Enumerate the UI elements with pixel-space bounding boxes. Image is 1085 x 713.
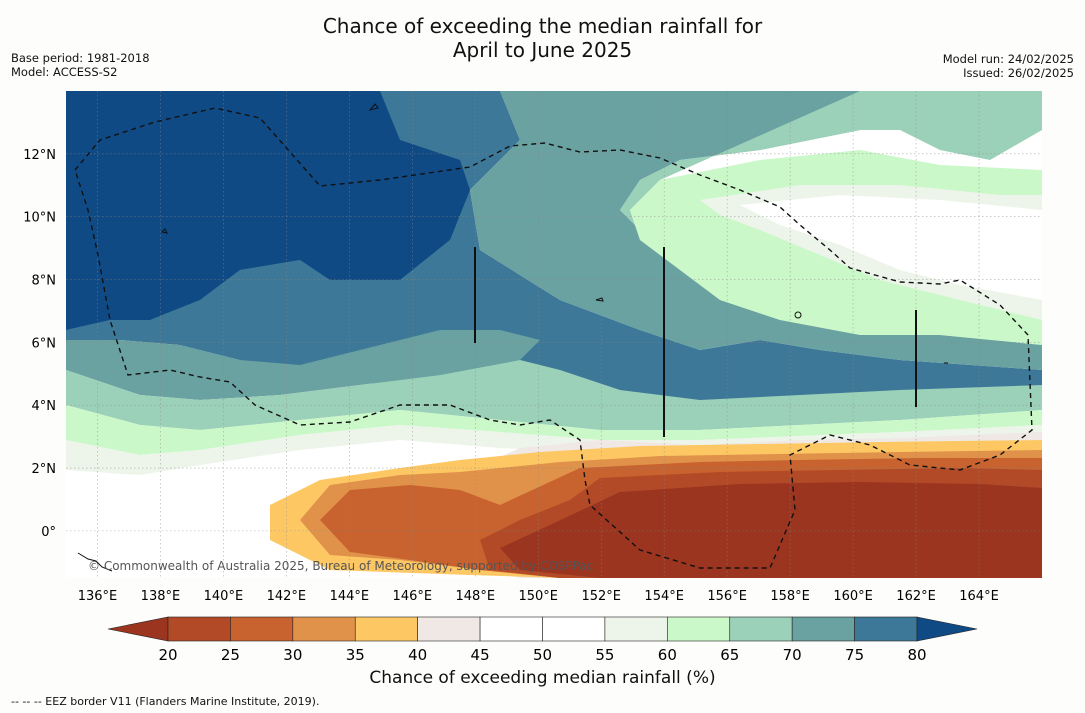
colorbar-segment [292, 616, 356, 642]
island-outlines [77, 103, 948, 572]
colorbar-tick-label: 45 [471, 646, 490, 664]
latitude-tick-label: 0° [41, 525, 56, 540]
colorbar-extend-high [916, 616, 978, 642]
latitude-tick-label: 10°N [23, 211, 56, 226]
copyright-text: © Commonwealth of Australia 2025, Bureau… [88, 559, 593, 573]
latitude-labels: 0° 2°N 4°N 6°N 8°N 10°N 12°N [23, 148, 56, 540]
colorbar-tick-label: 55 [595, 646, 614, 664]
colorbar-segment [542, 616, 606, 642]
longitude-tick-label: 138°E [141, 589, 181, 604]
colorbar-tick-label: 50 [533, 646, 552, 664]
colorbar-extend-low [107, 616, 169, 642]
colorbar-tick-label: 80 [907, 646, 926, 664]
colorbar-segment [479, 616, 543, 642]
longitude-tick-label: 136°E [78, 589, 118, 604]
longitude-tick-label: 146°E [393, 589, 433, 604]
longitude-tick-label: 148°E [456, 589, 496, 604]
longitude-tick-label: 164°E [959, 589, 999, 604]
colorbar-tick-label: 65 [720, 646, 739, 664]
latitude-tick-label: 4°N [32, 399, 57, 414]
latitude-tick-label: 12°N [23, 148, 56, 163]
colorbar-title: Chance of exceeding median rainfall (%) [369, 668, 716, 688]
longitude-tick-label: 142°E [267, 589, 307, 604]
colorbar-segment [604, 616, 668, 642]
band-70-west [66, 330, 540, 400]
colorbar-segment [854, 616, 918, 642]
colorbar-segment [354, 616, 418, 642]
longitude-tick-label: 162°E [896, 589, 936, 604]
eez-border [74, 107, 1033, 569]
issued-date: Issued: 26/02/2025 [963, 66, 1074, 80]
band-60-south [66, 405, 1042, 455]
map-plot-area: © Commonwealth of Australia 2025, Bureau… [66, 91, 1042, 578]
colorbar-segment [791, 616, 855, 642]
model-run: Model run: 24/02/2025 [942, 52, 1074, 66]
vertical-markers [474, 247, 917, 437]
model-name: Model: ACCESS-S2 [11, 65, 118, 79]
band-20 [500, 482, 1042, 578]
longitude-tick-label: 160°E [833, 589, 873, 604]
band-80-core [66, 91, 470, 330]
latitude-tick-label: 6°N [32, 336, 57, 351]
colorbar-tick-label: 60 [658, 646, 677, 664]
metadata-right: Model run: 24/02/2025 Issued: 26/02/2025 [943, 52, 1074, 80]
colorbar-segment [167, 616, 231, 642]
colorbar-tick-label: 30 [283, 646, 302, 664]
colorbar-segment [417, 616, 481, 642]
colorbar-tick-label: 75 [845, 646, 864, 664]
metadata-left: Base period: 1981-2018 Model: ACCESS-S2 [11, 51, 150, 79]
colorbar-segment [667, 616, 731, 642]
colorbar-tick-label: 35 [346, 646, 365, 664]
map-title: Chance of exceeding the median rainfall … [0, 14, 1085, 62]
title-line-1: Chance of exceeding the median rainfall … [322, 14, 763, 38]
colorbar-tick-label: 40 [408, 646, 427, 664]
longitude-tick-label: 140°E [204, 589, 244, 604]
latitude-tick-label: 2°N [32, 462, 57, 477]
band-50 [740, 195, 1042, 300]
colorbar-segment [729, 616, 793, 642]
colorbar-tick-label: 70 [783, 646, 802, 664]
colorbar: 20 25 30 35 40 45 50 55 60 65 70 75 80 [107, 616, 978, 664]
longitude-labels: 136°E 138°E 140°E 142°E 144°E 146°E 148°E 150°E… [78, 589, 999, 604]
longitude-tick-label: 152°E [581, 589, 621, 604]
band-70-north [470, 91, 1042, 370]
latitude-tick-label: 8°N [32, 274, 57, 289]
longitude-tick-label: 158°E [770, 589, 810, 604]
colorbar-tick-label: 20 [158, 646, 177, 664]
longitude-tick-label: 154°E [644, 589, 684, 604]
colorbar-segment [230, 616, 294, 642]
base-period: Base period: 1981-2018 [11, 51, 150, 65]
colorbar-tick-label: 25 [221, 646, 240, 664]
graticule [66, 91, 1042, 578]
longitude-tick-label: 156°E [707, 589, 747, 604]
longitude-tick-label: 150°E [518, 589, 558, 604]
band-75-west [66, 240, 470, 365]
longitude-tick-label: 144°E [330, 589, 370, 604]
eez-footnote: -- -- -- EEZ border V11 (Flanders Marine… [11, 695, 320, 708]
band-65-west [66, 360, 1042, 430]
title-line-2: April to June 2025 [452, 38, 633, 62]
